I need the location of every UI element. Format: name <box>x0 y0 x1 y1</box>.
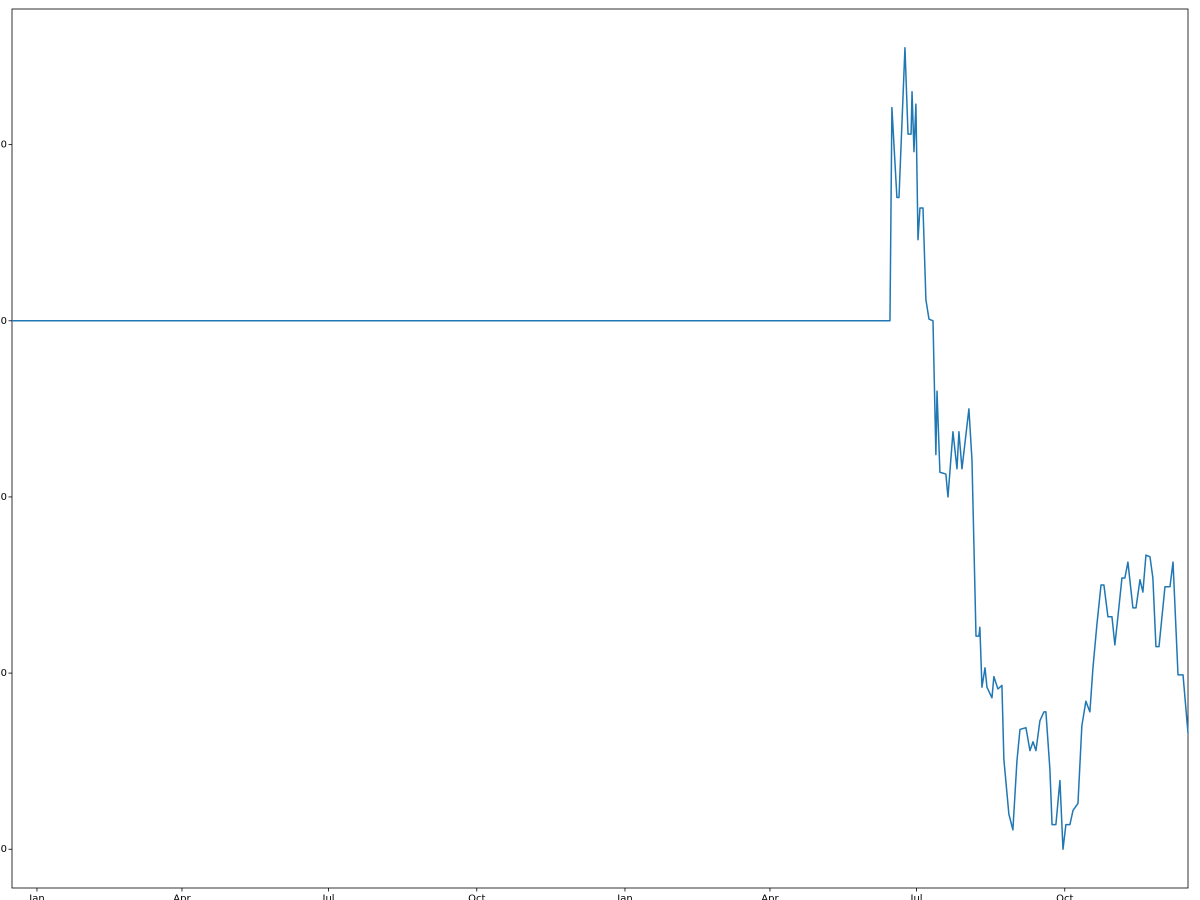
x-tick-label: Jan <box>616 893 632 900</box>
x-tick-label: Apr <box>173 893 191 900</box>
x-tick-label: Jul <box>322 893 335 900</box>
x-tick-label: Oct <box>1056 893 1073 900</box>
y-tick-label: 50 <box>0 140 7 151</box>
x-tick-label: Apr <box>761 893 779 900</box>
axes-frame <box>11 8 1189 889</box>
line-series <box>12 47 1189 850</box>
x-tick-label: Jan <box>28 893 44 900</box>
x-tick-label: Oct <box>468 893 485 900</box>
x-tick-label: Jul <box>910 893 923 900</box>
y-tick-label: 30 <box>0 492 7 503</box>
y-tick-label: 20 <box>0 668 7 679</box>
y-tick-label: 10 <box>0 844 7 855</box>
y-tick-label: 40 <box>0 316 7 327</box>
